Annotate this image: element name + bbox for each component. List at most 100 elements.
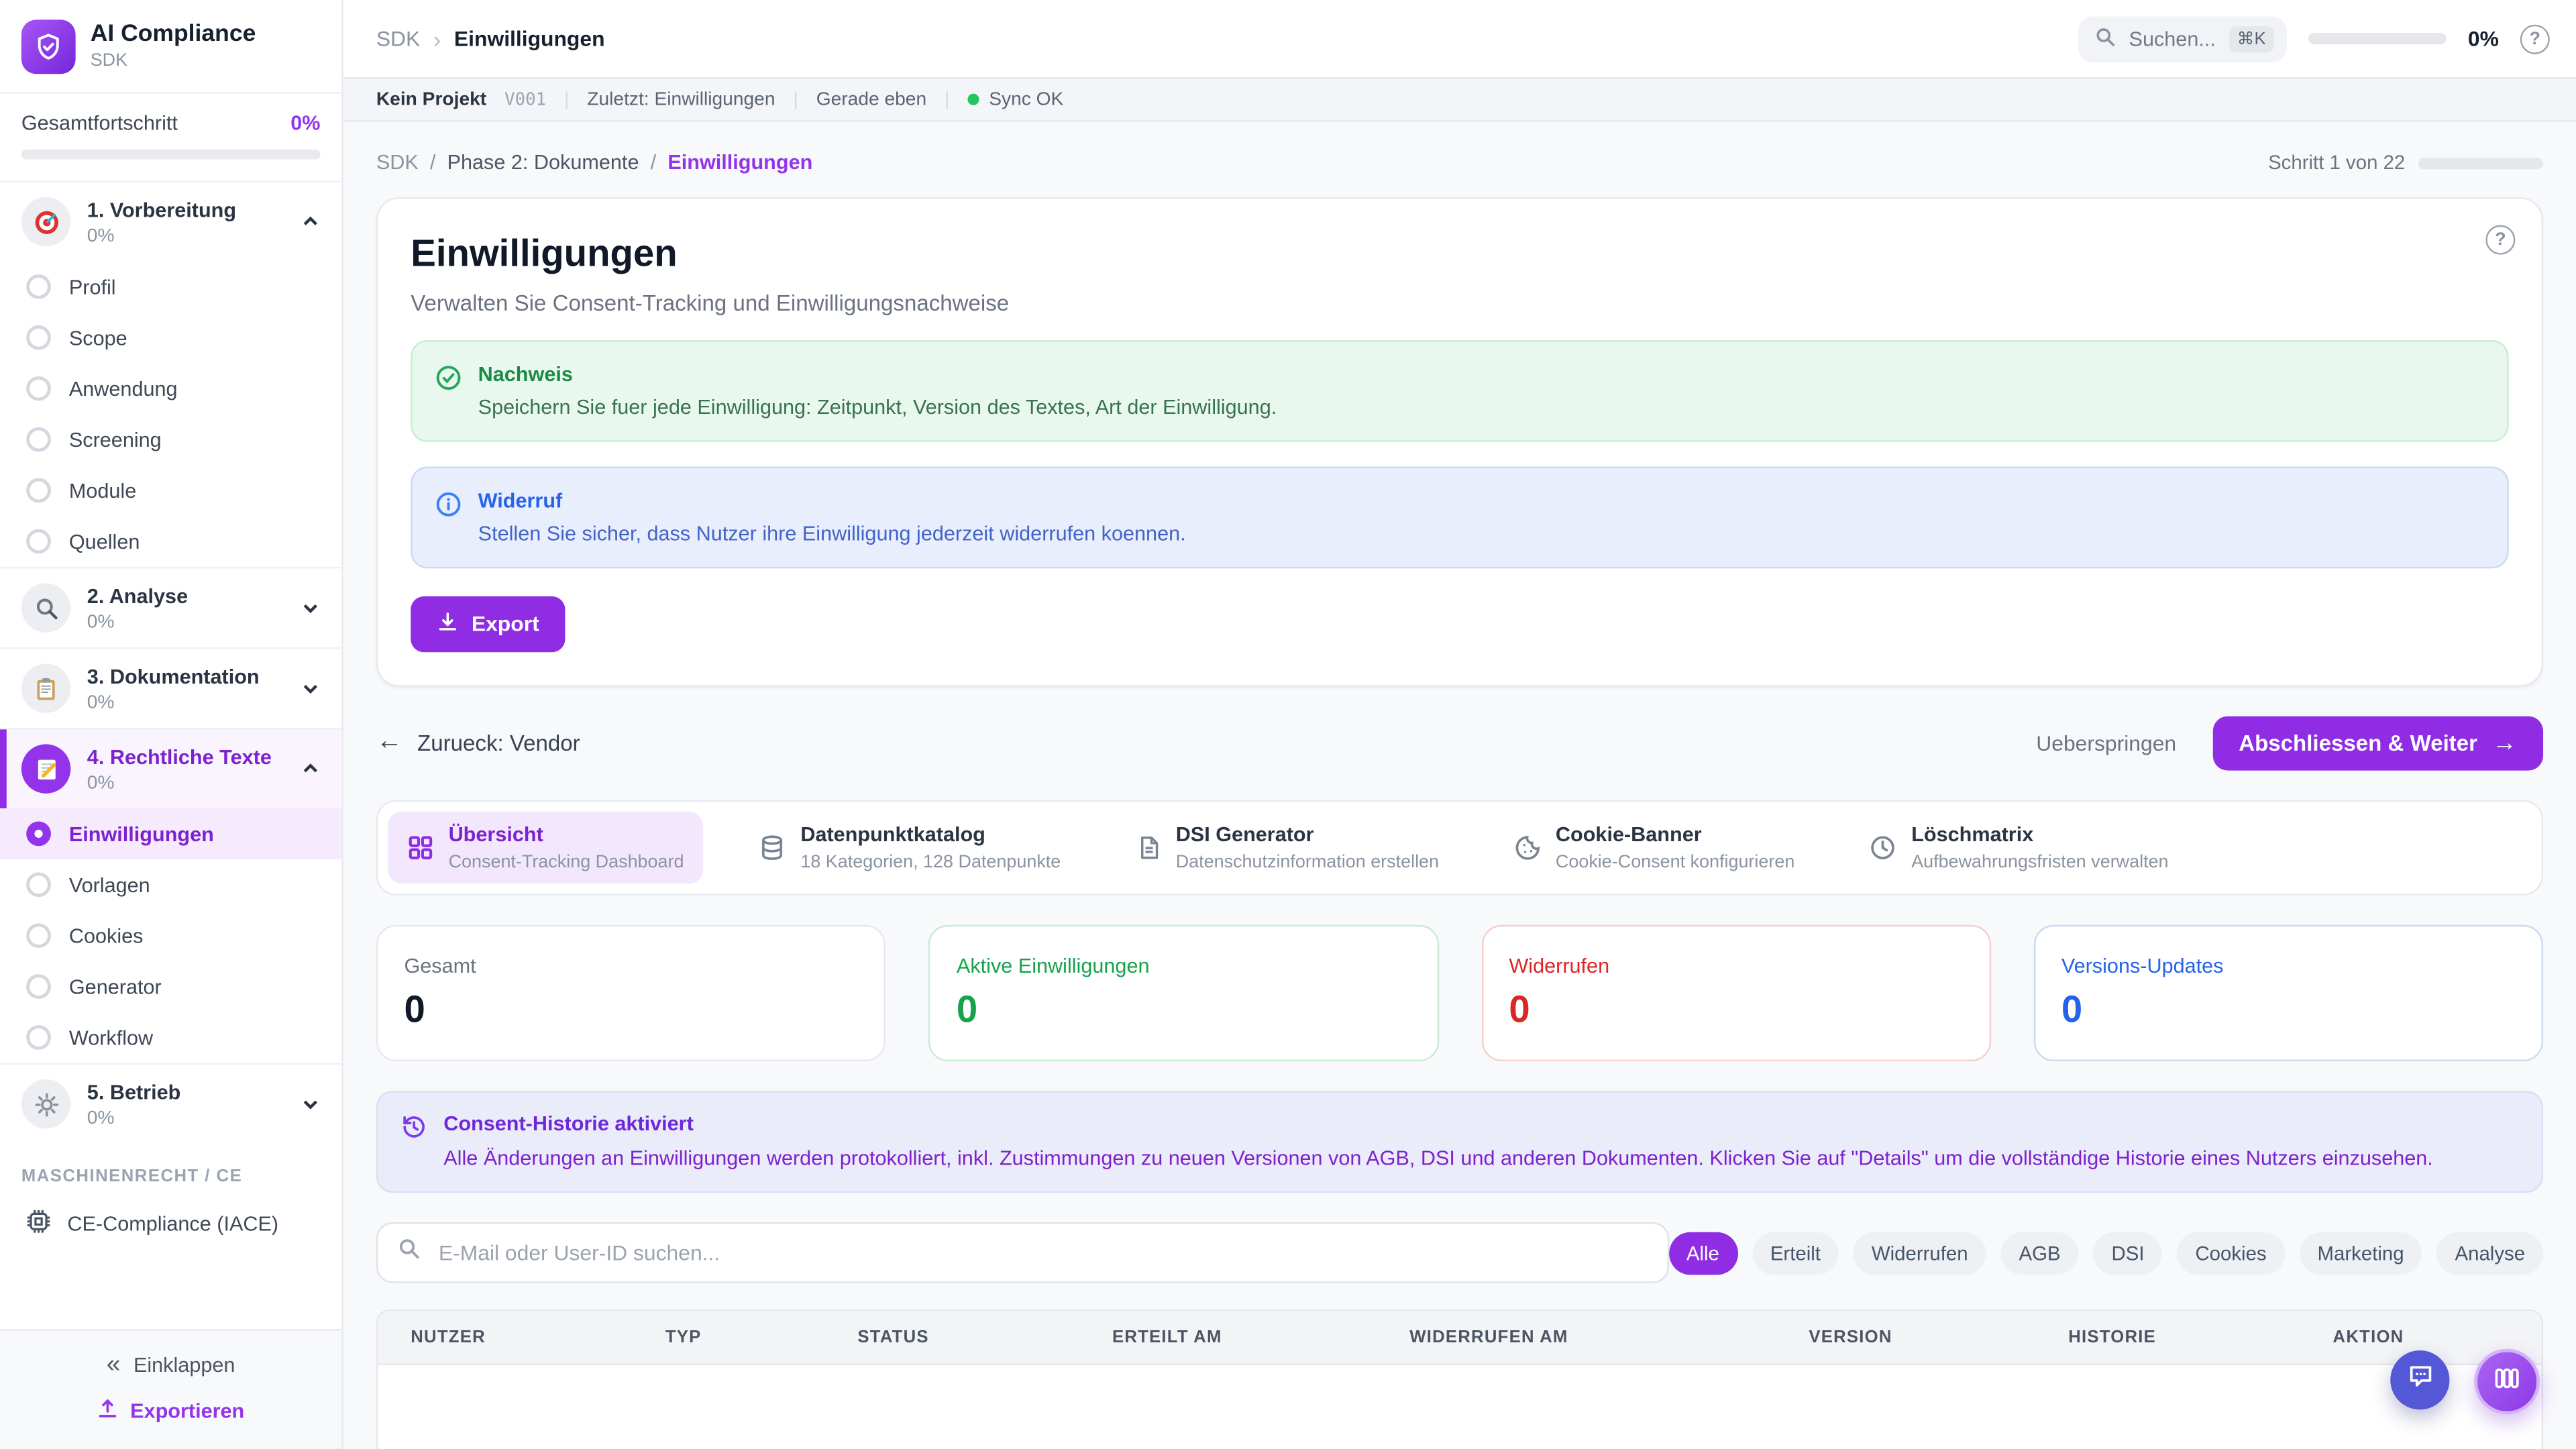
sidebar-item-ce-compliance[interactable]: CE-Compliance (IACE): [0, 1196, 341, 1258]
main-area: SDK › Einwilligungen Suchen... ⌘K 0% ? K…: [343, 0, 2576, 1449]
tab-loeschmatrix[interactable]: Löschmatrix Aufbewahrungsfristen verwalt…: [1851, 811, 2188, 883]
sidebar-section-betrieb[interactable]: 5. Betrieb 0%: [0, 1063, 342, 1143]
tab-title: Übersicht: [448, 822, 543, 846]
table-body: [378, 1366, 2542, 1449]
search-placeholder: Suchen...: [2129, 27, 2216, 50]
tab-cookie-banner[interactable]: Cookie-Banner Cookie-Consent konfigurier…: [1495, 811, 1814, 883]
consent-table: NUTZER TYP STATUS ERTEILT AM WIDERRUFEN …: [376, 1309, 2544, 1449]
overall-progress-value: 0%: [290, 111, 321, 135]
chat-bubble-icon: [2406, 1362, 2434, 1398]
board-view-fab-button[interactable]: [2474, 1348, 2540, 1415]
breadcrumb-phase[interactable]: Phase 2: Dokumente: [447, 151, 639, 174]
collapse-sidebar-button[interactable]: « Einklappen: [107, 1352, 235, 1377]
topbar-breadcrumb: SDK › Einwilligungen: [376, 25, 605, 52]
sidebar-section-dokumentation[interactable]: 3. Dokumentation 0%: [0, 647, 342, 728]
last-saved-time: Gerade eben: [816, 89, 927, 109]
alert-text: Stellen Sie sicher, dass Nutzer ihre Ein…: [478, 521, 1186, 545]
version-badge: V001: [504, 89, 547, 109]
column-header-nutzer: NUTZER: [411, 1328, 486, 1348]
app-subtitle: SDK: [90, 50, 128, 70]
page-card: ? Einwilligungen Verwalten Sie Consent-T…: [376, 197, 2544, 686]
target-icon: [21, 197, 71, 247]
sidebar-item-label: Workflow: [68, 1026, 154, 1049]
section-progress: 0%: [87, 1108, 115, 1128]
sidebar-item-vorlagen[interactable]: Vorlagen: [0, 859, 341, 910]
banner-text: Alle Änderungen an Einwilligungen werden…: [443, 1146, 2433, 1169]
table-header-row: NUTZER TYP STATUS ERTEILT AM WIDERRUFEN …: [378, 1311, 2542, 1366]
user-search-field[interactable]: [376, 1223, 1668, 1284]
double-chevron-left-icon: «: [106, 1350, 121, 1379]
back-label: Zurueck: Vendor: [417, 730, 580, 755]
stat-label: Gesamt: [404, 953, 476, 977]
sync-ok-dot-icon: [967, 93, 979, 105]
sidebar-item-workflow[interactable]: Workflow: [0, 1012, 341, 1063]
radio-icon: [26, 274, 51, 299]
user-search-input[interactable]: [435, 1239, 1648, 1268]
sidebar-item-label: CE-Compliance (IACE): [67, 1212, 279, 1236]
clipboard-icon: [21, 663, 71, 713]
filter-row: Alle Erteilt Widerrufen AGB DSI Cookies …: [376, 1223, 2544, 1284]
next-label: Abschliessen & Weiter: [2239, 730, 2478, 755]
skip-button[interactable]: Ueberspringen: [2036, 730, 2177, 755]
sidebar-item-quellen[interactable]: Quellen: [0, 516, 341, 567]
sidebar-item-cookies[interactable]: Cookies: [0, 910, 341, 961]
tab-subtitle: Aufbewahrungsfristen verwalten: [1911, 852, 2169, 872]
help-icon[interactable]: ?: [2485, 225, 2516, 255]
filter-pill-dsi[interactable]: DSI: [2093, 1232, 2163, 1275]
sidebar-item-label: Screening: [68, 427, 162, 451]
sidebar-section-analyse[interactable]: 2. Analyse 0%: [0, 566, 342, 647]
radio-selected-icon: [26, 821, 51, 847]
breadcrumb-current: Einwilligungen: [453, 26, 605, 51]
sidebar-item-profil[interactable]: Profil: [0, 261, 341, 312]
tab-dsi-generator[interactable]: DSI Generator Datenschutzinformation ers…: [1117, 811, 1459, 883]
sidebar-item-module[interactable]: Module: [0, 465, 341, 516]
filter-pill-analyse[interactable]: Analyse: [2436, 1232, 2544, 1275]
sidebar-item-label: Anwendung: [68, 377, 178, 400]
stat-gesamt: Gesamt 0: [376, 924, 886, 1061]
global-search[interactable]: Suchen... ⌘K: [2078, 15, 2288, 62]
sidebar-item-generator[interactable]: Generator: [0, 961, 341, 1012]
page-title: Einwilligungen: [411, 231, 678, 274]
breadcrumb-root[interactable]: SDK: [376, 26, 421, 51]
stat-aktive-einwilligungen: Aktive Einwilligungen 0: [928, 924, 1439, 1061]
tab-subtitle: Consent-Tracking Dashboard: [448, 852, 684, 872]
radio-icon: [26, 376, 51, 401]
sidebar-export-button[interactable]: Exportieren: [97, 1398, 244, 1424]
radio-icon: [26, 974, 51, 999]
export-button[interactable]: Export: [411, 595, 566, 652]
chat-fab-button[interactable]: [2390, 1350, 2450, 1410]
sidebar-section-vorbereitung[interactable]: 1. Vorbereitung 0%: [0, 182, 341, 262]
filter-pill-erteilt[interactable]: Erteilt: [1752, 1232, 1839, 1275]
filter-pill-alle[interactable]: Alle: [1668, 1232, 1737, 1275]
filter-pill-cookies[interactable]: Cookies: [2177, 1232, 2285, 1275]
info-circle-icon: [435, 490, 462, 545]
sidebar-nav: 1. Vorbereitung 0% Profil Scope Anwendun…: [0, 182, 342, 1329]
sidebar-item-screening[interactable]: Screening: [0, 414, 341, 465]
sidebar-section-rechtliche-texte[interactable]: 4. Rechtliche Texte 0%: [0, 727, 342, 808]
divider: |: [793, 89, 798, 109]
breadcrumb-current: Einwilligungen: [667, 151, 813, 174]
help-icon[interactable]: ?: [2520, 23, 2550, 54]
breadcrumb-sdk[interactable]: SDK: [376, 151, 419, 174]
topbar: SDK › Einwilligungen Suchen... ⌘K 0% ?: [343, 0, 2576, 79]
shield-check-icon: [21, 19, 76, 73]
finish-next-button[interactable]: Abschliessen & Weiter →: [2212, 715, 2544, 770]
upload-icon: [97, 1398, 119, 1424]
filter-pill-widerrufen[interactable]: Widerrufen: [1853, 1232, 1986, 1275]
filter-pill-marketing[interactable]: Marketing: [2299, 1232, 2422, 1275]
tab-uebersicht[interactable]: Übersicht Consent-Tracking Dashboard: [387, 810, 704, 883]
sidebar-item-label: Vorlagen: [68, 873, 150, 896]
sidebar-item-anwendung[interactable]: Anwendung: [0, 363, 341, 414]
search-icon: [398, 1238, 421, 1269]
filter-pills: Alle Erteilt Widerrufen AGB DSI Cookies …: [1668, 1232, 2544, 1275]
filter-pill-agb[interactable]: AGB: [2000, 1232, 2079, 1275]
radio-icon: [26, 923, 51, 949]
slash-separator: /: [650, 151, 657, 174]
sidebar-item-scope[interactable]: Scope: [0, 312, 341, 363]
sidebar-item-einwilligungen[interactable]: Einwilligungen: [0, 808, 342, 859]
divider: |: [945, 89, 950, 109]
tab-datenpunktkatalog[interactable]: Datenpunktkatalog 18 Kategorien, 128 Dat…: [740, 811, 1081, 883]
back-button[interactable]: ← Zurueck: Vendor: [376, 729, 580, 756]
banner-title: Consent-Historie aktiviert: [443, 1111, 694, 1135]
section-progress: 0%: [87, 773, 115, 793]
